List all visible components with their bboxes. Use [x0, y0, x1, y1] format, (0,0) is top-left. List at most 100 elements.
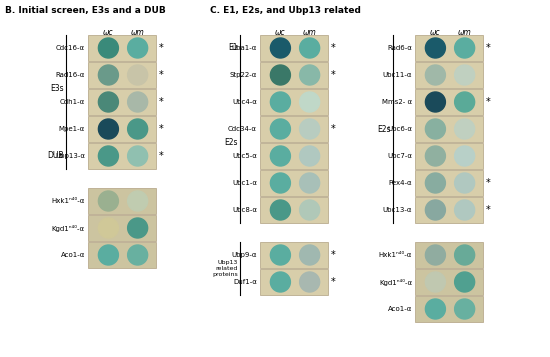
Text: E1: E1	[228, 44, 238, 52]
Bar	[260, 62, 328, 88]
Text: *: *	[159, 70, 164, 80]
Text: E2s: E2s	[224, 138, 238, 147]
Text: Hxk1ⁿ⁴⁰-α: Hxk1ⁿ⁴⁰-α	[52, 198, 85, 204]
Bar	[88, 242, 156, 268]
Text: *: *	[331, 43, 335, 53]
Text: Ubc7-α: Ubc7-α	[387, 153, 412, 159]
Bar	[88, 215, 156, 241]
Circle shape	[98, 245, 118, 265]
Text: Ubc11-α: Ubc11-α	[382, 72, 412, 78]
Text: *: *	[486, 43, 491, 53]
Circle shape	[425, 119, 446, 139]
Circle shape	[455, 173, 475, 193]
Text: *: *	[159, 124, 164, 134]
Bar	[415, 170, 483, 196]
Circle shape	[455, 146, 475, 166]
Text: Mms2- α: Mms2- α	[382, 99, 412, 105]
Circle shape	[455, 272, 475, 292]
Text: C. E1, E2s, and Ubp13 related: C. E1, E2s, and Ubp13 related	[210, 6, 361, 15]
Text: Rad16-α: Rad16-α	[56, 72, 85, 78]
Text: Rad6-α: Rad6-α	[387, 45, 412, 51]
Bar	[88, 116, 156, 142]
Bar	[88, 143, 156, 169]
Bar	[260, 143, 328, 169]
Text: Cdc34-α: Cdc34-α	[228, 126, 257, 132]
Text: ωc: ωc	[275, 28, 285, 37]
Text: Uba1-α: Uba1-α	[232, 45, 257, 51]
Bar	[415, 62, 483, 88]
Text: *: *	[486, 178, 491, 188]
Text: *: *	[331, 124, 335, 134]
Text: Pex4-α: Pex4-α	[388, 180, 412, 186]
Text: Ubp13-α: Ubp13-α	[55, 153, 85, 159]
Circle shape	[128, 218, 147, 238]
Text: ωm: ωm	[302, 28, 316, 37]
Text: ωc: ωc	[430, 28, 441, 37]
Text: Ubp13
related
proteins: Ubp13 related proteins	[212, 260, 238, 277]
Text: Cdc16-α: Cdc16-α	[56, 45, 85, 51]
Circle shape	[300, 119, 320, 139]
Circle shape	[271, 173, 290, 193]
Text: DUB: DUB	[47, 151, 64, 161]
Bar	[415, 269, 483, 295]
Circle shape	[455, 38, 475, 58]
Circle shape	[455, 200, 475, 220]
Circle shape	[128, 119, 147, 139]
Circle shape	[128, 146, 147, 166]
Circle shape	[300, 200, 320, 220]
Bar	[88, 62, 156, 88]
Circle shape	[128, 65, 147, 85]
Bar	[415, 89, 483, 115]
Circle shape	[300, 173, 320, 193]
Bar	[415, 242, 483, 268]
Circle shape	[455, 92, 475, 112]
Text: ωm: ωm	[131, 28, 145, 37]
Text: Stp22-α: Stp22-α	[230, 72, 257, 78]
Text: Aco1-α: Aco1-α	[60, 252, 85, 258]
Text: Duf1-α: Duf1-α	[233, 279, 257, 285]
Circle shape	[455, 65, 475, 85]
Text: ωc: ωc	[103, 28, 114, 37]
Text: Ubc8-α: Ubc8-α	[232, 207, 257, 213]
Circle shape	[300, 92, 320, 112]
Circle shape	[271, 146, 290, 166]
Text: Hxk1ⁿ⁴⁰-α: Hxk1ⁿ⁴⁰-α	[378, 252, 412, 258]
Circle shape	[425, 245, 446, 265]
Circle shape	[425, 173, 446, 193]
Circle shape	[455, 245, 475, 265]
Circle shape	[98, 218, 118, 238]
Text: *: *	[331, 277, 335, 287]
Circle shape	[128, 38, 147, 58]
Circle shape	[271, 272, 290, 292]
Circle shape	[425, 272, 446, 292]
Circle shape	[98, 119, 118, 139]
Bar	[415, 35, 483, 61]
Text: *: *	[331, 250, 335, 260]
Bar	[88, 89, 156, 115]
Circle shape	[98, 38, 118, 58]
Bar	[260, 242, 328, 268]
Circle shape	[455, 299, 475, 319]
Text: Cdh1-α: Cdh1-α	[60, 99, 85, 105]
Text: *: *	[159, 43, 164, 53]
Circle shape	[98, 92, 118, 112]
Text: Ubp9-α: Ubp9-α	[232, 252, 257, 258]
Circle shape	[271, 92, 290, 112]
Circle shape	[300, 245, 320, 265]
Circle shape	[271, 65, 290, 85]
Text: *: *	[486, 205, 491, 215]
Bar	[260, 197, 328, 223]
Bar	[260, 116, 328, 142]
Bar	[260, 35, 328, 61]
Bar	[260, 170, 328, 196]
Text: E2s: E2s	[377, 125, 391, 134]
Bar	[260, 89, 328, 115]
Text: ωm: ωm	[458, 28, 471, 37]
Text: Ubc5-α: Ubc5-α	[232, 153, 257, 159]
Text: *: *	[159, 97, 164, 107]
Circle shape	[425, 65, 446, 85]
Bar	[88, 188, 156, 214]
Circle shape	[271, 38, 290, 58]
Circle shape	[98, 191, 118, 211]
Circle shape	[425, 200, 446, 220]
